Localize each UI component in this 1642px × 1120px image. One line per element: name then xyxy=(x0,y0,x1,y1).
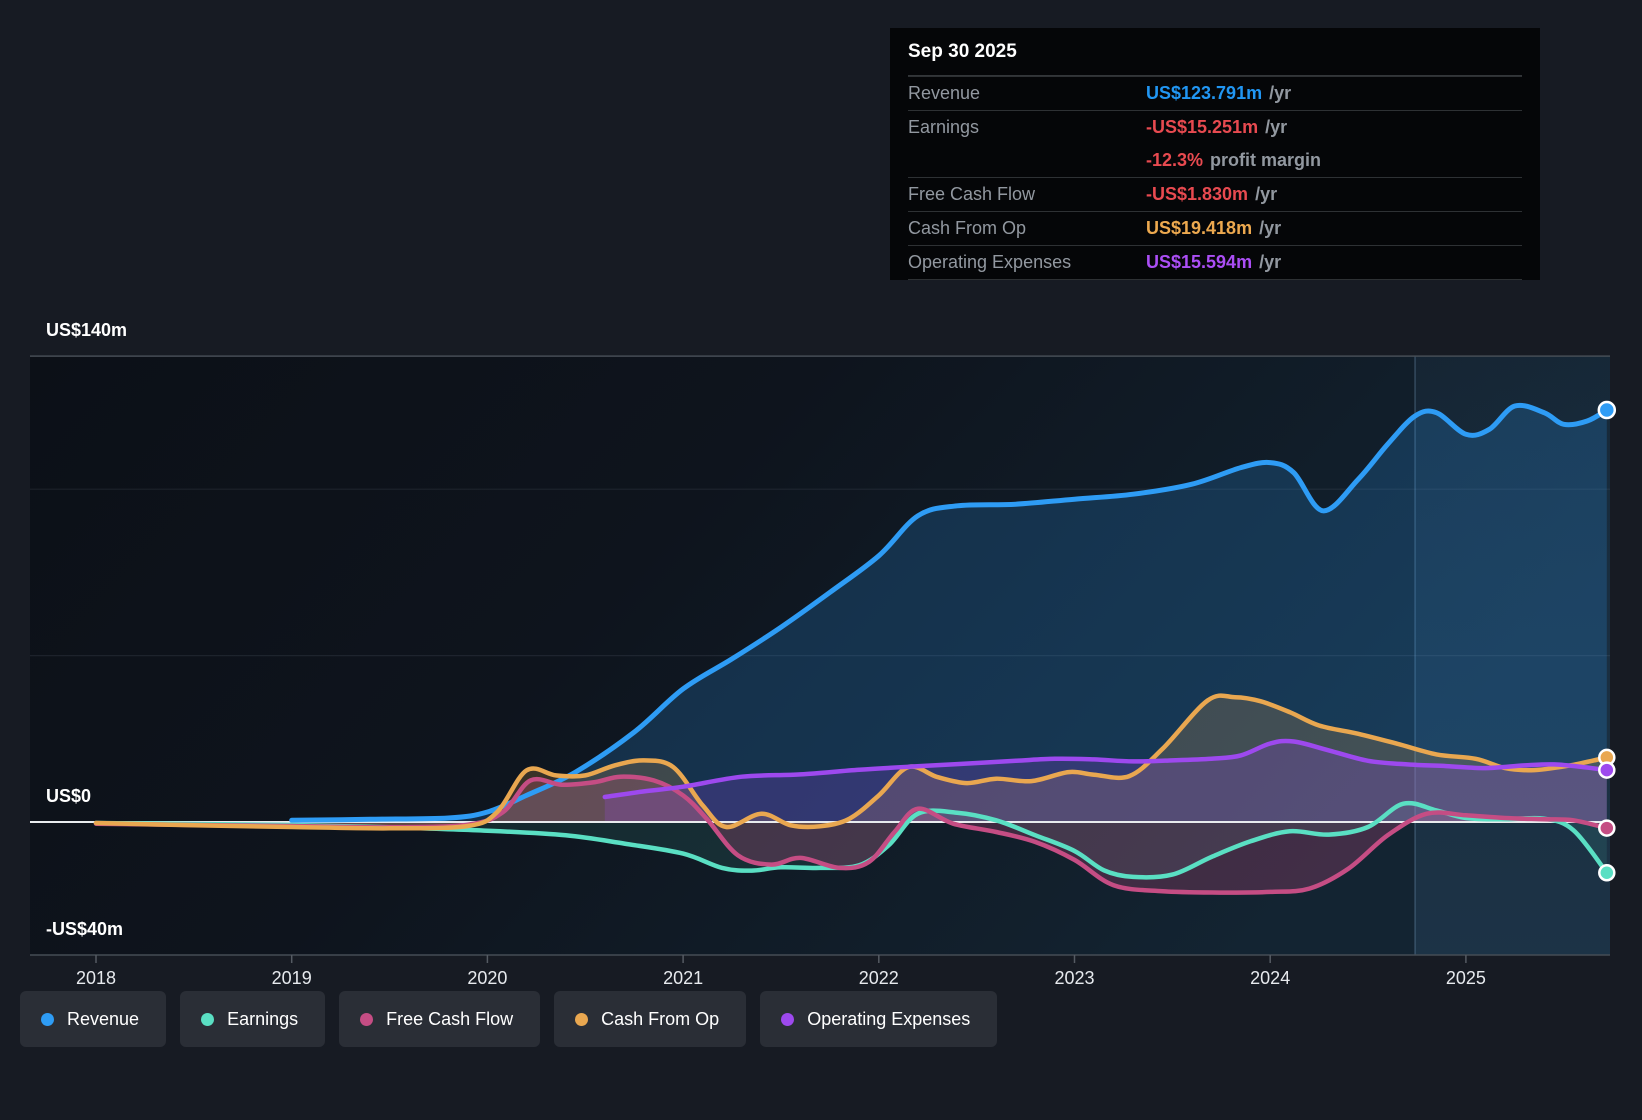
tooltip-suffix: /yr xyxy=(1265,117,1288,137)
legend-dot xyxy=(41,1012,54,1026)
tooltip-suffix: profit margin xyxy=(1210,150,1322,170)
legend-label: Operating Expenses xyxy=(807,1008,971,1029)
legend-item-revenue[interactable]: Revenue xyxy=(20,991,167,1047)
tooltip-suffix: /yr xyxy=(1255,184,1278,204)
series-line-cash-from-op xyxy=(93,693,1610,831)
tooltip-row-operating-expenses: Operating Expenses US$15.594m/yr xyxy=(908,245,1522,280)
tooltip-value: US$19.418m xyxy=(1146,218,1253,238)
tooltip-value: US$15.594m xyxy=(1146,252,1253,272)
series-area-4 xyxy=(604,740,1607,822)
tooltip-suffix: /yr xyxy=(1259,252,1282,272)
legend-label: Revenue xyxy=(67,1008,140,1029)
legend-item-earnings[interactable]: Earnings xyxy=(180,991,326,1047)
tooltip-label: Operating Expenses xyxy=(908,252,1072,272)
endpoint-marker-free-cash-flow xyxy=(1598,819,1616,837)
tooltip-label: Cash From Op xyxy=(908,218,1027,238)
y-axis-label-0: US$140m xyxy=(46,320,128,341)
tooltip-row-earnings: Earnings -US$15.251m/yr xyxy=(908,110,1522,144)
x-axis-label-2018: 2018 xyxy=(75,968,117,988)
tooltip-row-revenue: Revenue US$123.791m/yr xyxy=(908,76,1522,110)
series-line-revenue xyxy=(289,402,1610,823)
endpoint-marker-earnings xyxy=(1598,864,1616,882)
y-axis-label-2: -US$40m xyxy=(46,919,124,940)
legend-item-cash-from-op[interactable]: Cash From Op xyxy=(554,991,747,1047)
plot-background xyxy=(30,356,1610,955)
legend-item-operating-expenses[interactable]: Operating Expenses xyxy=(760,991,998,1047)
tooltip-suffix: /yr xyxy=(1269,83,1292,103)
tooltip-date: Sep 30 2025 xyxy=(908,28,1522,76)
highlight-band xyxy=(1415,356,1610,955)
x-axis-label-2022: 2022 xyxy=(858,968,899,988)
series-line-earnings xyxy=(93,800,1610,880)
x-axis-label-2020: 2020 xyxy=(467,968,508,988)
tooltip-value: US$123.791m xyxy=(1146,83,1263,103)
chart-legend: Revenue Earnings Free Cash Flow Cash From O… xyxy=(20,991,998,1047)
x-axis-label-2025: 2025 xyxy=(1445,968,1486,988)
x-axis-label-2019: 2019 xyxy=(271,968,312,988)
legend-dot xyxy=(575,1012,589,1026)
series-area-2 xyxy=(96,776,1607,893)
tooltip-row-profit-margin: -12.3% profit margin xyxy=(908,144,1522,177)
tooltip-label: Revenue xyxy=(908,83,981,103)
legend-dot xyxy=(201,1012,215,1026)
tooltip-rows: Revenue US$123.791m/yr Earnings -US$15.251m… xyxy=(908,76,1522,280)
tooltip-value: -12.3% xyxy=(1146,150,1204,170)
x-axis-label-2024: 2024 xyxy=(1250,968,1291,988)
chart-tooltip: Sep 30 2025 Revenue US$123.791m/yr Earning… xyxy=(890,28,1540,280)
series-area-1 xyxy=(96,803,1607,878)
legend-label: Earnings xyxy=(227,1008,299,1029)
tooltip-label: Earnings xyxy=(908,117,980,137)
tooltip-value: -US$15.251m xyxy=(1146,117,1259,137)
legend-item-free-cash-flow[interactable]: Free Cash Flow xyxy=(339,991,541,1047)
legend-label: Free Cash Flow xyxy=(386,1008,514,1029)
tooltip-suffix: /yr xyxy=(1259,218,1282,238)
tooltip-label: Free Cash Flow xyxy=(908,184,1036,204)
legend-dot xyxy=(781,1012,795,1026)
series-area-3 xyxy=(96,695,1607,829)
series-area-0 xyxy=(291,405,1607,822)
series-line-operating-expenses xyxy=(602,738,1610,800)
x-axis-label-2023: 2023 xyxy=(1054,968,1095,988)
x-axis-label-2021: 2021 xyxy=(663,968,704,988)
tooltip-row-free-cash-flow: Free Cash Flow -US$1.830m/yr xyxy=(908,177,1522,211)
y-axis-label-1: US$0 xyxy=(46,786,92,806)
series-line-free-cash-flow xyxy=(93,774,1610,895)
endpoint-marker-operating-expenses xyxy=(1598,761,1616,779)
tooltip-row-cash-from-op: Cash From Op US$19.418m/yr xyxy=(908,211,1522,245)
tooltip-value: -US$1.830m xyxy=(1146,184,1249,204)
endpoint-marker-revenue xyxy=(1597,400,1617,420)
legend-dot xyxy=(360,1012,374,1026)
legend-label: Cash From Op xyxy=(601,1008,720,1029)
